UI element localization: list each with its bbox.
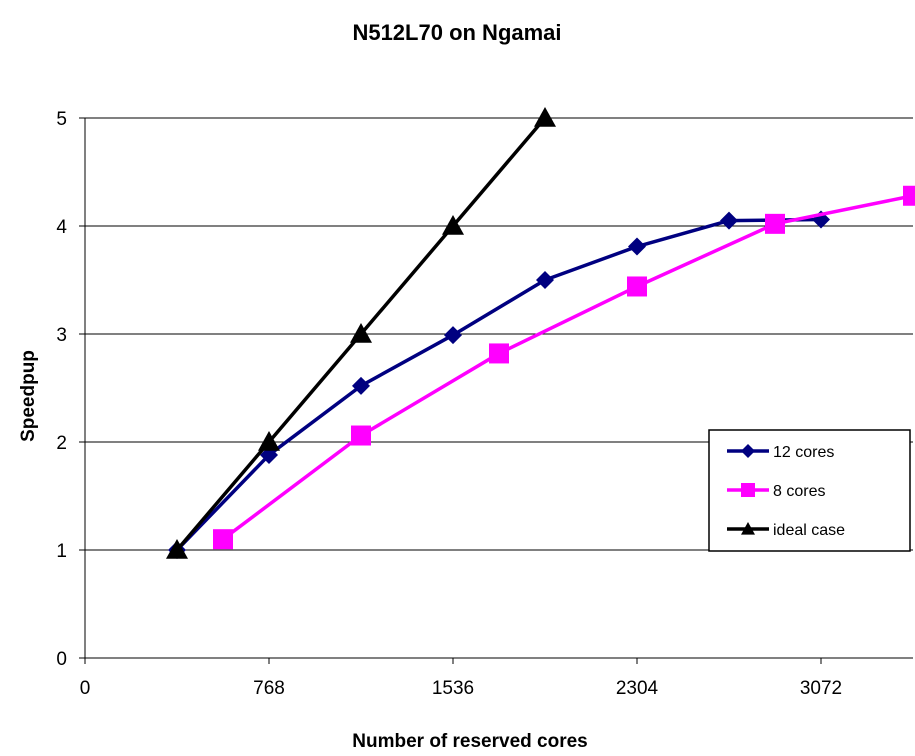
series-0-point-2 bbox=[352, 376, 370, 395]
series-2-point-0 bbox=[166, 539, 188, 559]
y-tick-label-4: 4 bbox=[56, 217, 67, 238]
x-tick-label-768: 768 bbox=[253, 678, 285, 699]
series-0-point-6 bbox=[720, 211, 738, 230]
series-1-point-4 bbox=[765, 213, 785, 234]
series-1-point-0 bbox=[213, 529, 233, 550]
series-1-point-2 bbox=[489, 343, 509, 364]
legend-marker-1 bbox=[741, 483, 755, 497]
x-tick-label-2304: 2304 bbox=[616, 678, 659, 699]
y-axis-label: Speedpup bbox=[18, 350, 39, 442]
series-0-point-3 bbox=[444, 326, 462, 345]
x-axis-label: Number of reserved cores bbox=[352, 731, 588, 752]
series-2-point-4 bbox=[534, 107, 556, 127]
series-1 bbox=[213, 185, 915, 550]
series-line-1 bbox=[221, 194, 914, 541]
y-tick-label-1: 1 bbox=[56, 541, 67, 562]
y-tick-label-3: 3 bbox=[56, 325, 67, 346]
chart-title: N512L70 on Ngamai bbox=[352, 20, 561, 45]
y-tick-label-2: 2 bbox=[56, 433, 67, 454]
series-1-point-3 bbox=[627, 276, 647, 297]
y-tick-label-5: 5 bbox=[56, 109, 67, 130]
series-2 bbox=[166, 107, 556, 559]
series-0-point-5 bbox=[628, 237, 646, 256]
legend-marker-2 bbox=[741, 522, 755, 535]
series-0 bbox=[168, 210, 830, 559]
axes bbox=[84, 118, 913, 659]
series-2-point-2 bbox=[350, 323, 372, 343]
legend-label-0: 12 cores bbox=[773, 444, 834, 461]
series-1-point-1 bbox=[351, 425, 371, 446]
series-layer bbox=[166, 107, 915, 559]
series-2-point-1 bbox=[258, 431, 280, 451]
x-tick-label-3072: 3072 bbox=[800, 678, 842, 699]
y-tick-label-0: 0 bbox=[56, 649, 67, 670]
legend-marker-0 bbox=[741, 444, 755, 458]
series-2-point-3 bbox=[442, 215, 464, 235]
series-line-0 bbox=[175, 217, 822, 552]
ticks: 0 1 2 3 4 5 0 768 1536 2304 3072 bbox=[56, 109, 842, 699]
series-0-point-4 bbox=[536, 271, 554, 289]
x-tick-label-0: 0 bbox=[80, 678, 91, 699]
legend-label-1: 8 cores bbox=[773, 483, 825, 500]
legend: 12 cores 8 cores ideal case bbox=[708, 429, 911, 552]
series-1-point-5 bbox=[903, 185, 915, 206]
x-tick-label-1536: 1536 bbox=[432, 678, 474, 699]
legend-label-2: ideal case bbox=[773, 522, 845, 539]
